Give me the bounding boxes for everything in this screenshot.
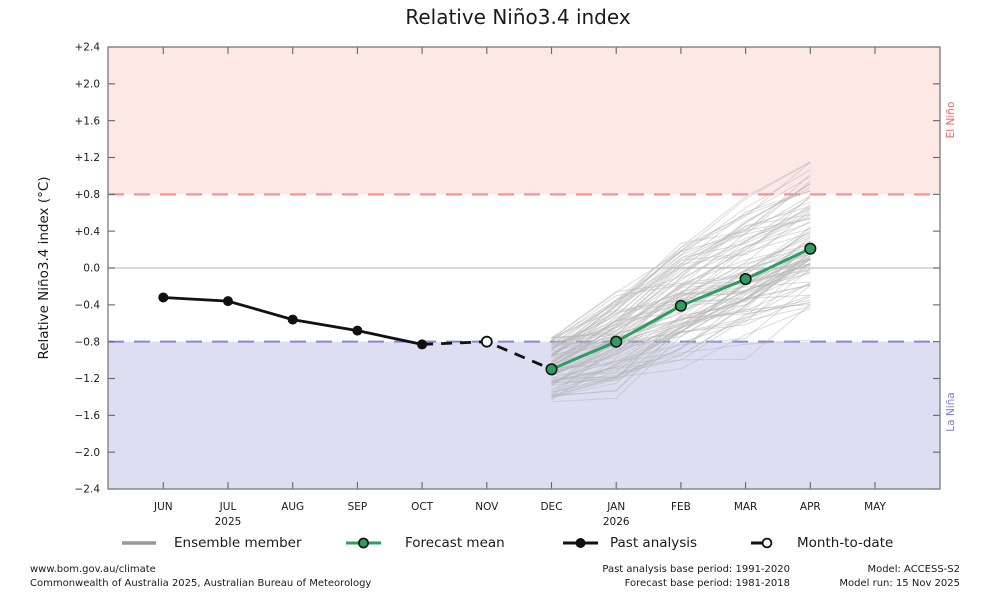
svg-text:0.0: 0.0 — [83, 263, 100, 275]
base-period-info: Past analysis base period: 1991-2020 For… — [602, 563, 790, 590]
svg-text:FEB: FEB — [671, 501, 691, 513]
svg-text:AUG: AUG — [281, 501, 304, 513]
legend-label-ensemble: Ensemble member — [174, 535, 302, 551]
forecast-mean-swatch — [346, 537, 381, 549]
svg-text:+2.0: +2.0 — [75, 79, 101, 91]
plot-frame — [107, 46, 941, 490]
ensemble-member-lines — [551, 161, 811, 403]
source-url: www.bom.gov.au/climate — [30, 564, 156, 575]
past-analysis-series — [158, 292, 428, 350]
past-analysis-swatch — [563, 538, 598, 548]
axis-ticks — [108, 46, 940, 490]
svg-text:−1.2: −1.2 — [75, 373, 101, 385]
model-info: Model: ACCESS-S2 Model run: 15 Nov 2025 — [839, 563, 960, 590]
past-analysis-base-period: Past analysis base period: 1991-2020 — [602, 564, 790, 575]
legend-item-forecast-mean: Forecast mean — [345, 534, 505, 552]
model-run-date: Model run: 15 Nov 2025 — [839, 577, 960, 589]
svg-text:SEP: SEP — [348, 501, 368, 513]
forecast-mean-series — [545, 242, 817, 376]
la-nina-band — [108, 341, 940, 489]
el-nino-band — [108, 47, 940, 195]
legend-item-month-to-date: Month-to-date — [750, 534, 893, 552]
model-name: Model: ACCESS-S2 — [867, 564, 960, 575]
y-tick-labels: −2.4 −2.0 −1.6 −1.2 −0.8 −0.4 0.0 +0.4 +0.8 +1.2 +… — [75, 42, 101, 496]
svg-text:DEC: DEC — [540, 501, 562, 513]
svg-text:+1.2: +1.2 — [75, 152, 101, 164]
forecast-base-period: Forecast base period: 1981-2018 — [624, 577, 790, 589]
month-to-date-swatch — [751, 537, 773, 549]
copyright-line: Commonwealth of Australia 2025, Australi… — [30, 577, 372, 589]
svg-text:−2.4: −2.4 — [75, 484, 101, 496]
svg-text:MAR: MAR — [734, 501, 758, 513]
svg-text:+0.4: +0.4 — [75, 226, 101, 238]
svg-text:+1.6: +1.6 — [75, 115, 101, 127]
svg-text:OCT: OCT — [411, 501, 434, 513]
x-tick-labels: JUN JUL AUG SEP OCT NOV DEC JAN FEB MAR APR MAY 2025… — [153, 501, 887, 528]
svg-text:2026: 2026 — [603, 516, 630, 528]
svg-text:−1.6: −1.6 — [75, 410, 101, 422]
svg-text:MAY: MAY — [864, 501, 886, 513]
month-to-date-series — [422, 335, 553, 371]
source-attribution: www.bom.gov.au/climate Commonwealth of A… — [30, 563, 371, 590]
chart-title: Relative Niño3.4 index — [405, 5, 631, 29]
legend-item-ensemble: Ensemble member — [121, 534, 302, 552]
svg-text:−0.4: −0.4 — [75, 300, 101, 312]
legend-label-month-to-date: Month-to-date — [797, 535, 894, 551]
svg-text:JUN: JUN — [153, 501, 173, 513]
svg-text:+0.8: +0.8 — [75, 189, 101, 201]
svg-text:+2.4: +2.4 — [75, 42, 101, 54]
svg-text:JUL: JUL — [219, 501, 237, 513]
legend-item-past-analysis: Past analysis — [562, 534, 697, 552]
legend-label-past-analysis: Past analysis — [610, 535, 698, 551]
svg-text:2025: 2025 — [215, 516, 242, 528]
ensemble-line-swatch — [122, 541, 156, 545]
svg-text:−2.0: −2.0 — [75, 447, 101, 459]
svg-text:APR: APR — [800, 501, 821, 513]
svg-text:NOV: NOV — [475, 501, 499, 513]
legend-label-forecast-mean: Forecast mean — [405, 535, 505, 551]
svg-text:−0.8: −0.8 — [75, 336, 101, 348]
svg-text:JAN: JAN — [606, 501, 625, 513]
